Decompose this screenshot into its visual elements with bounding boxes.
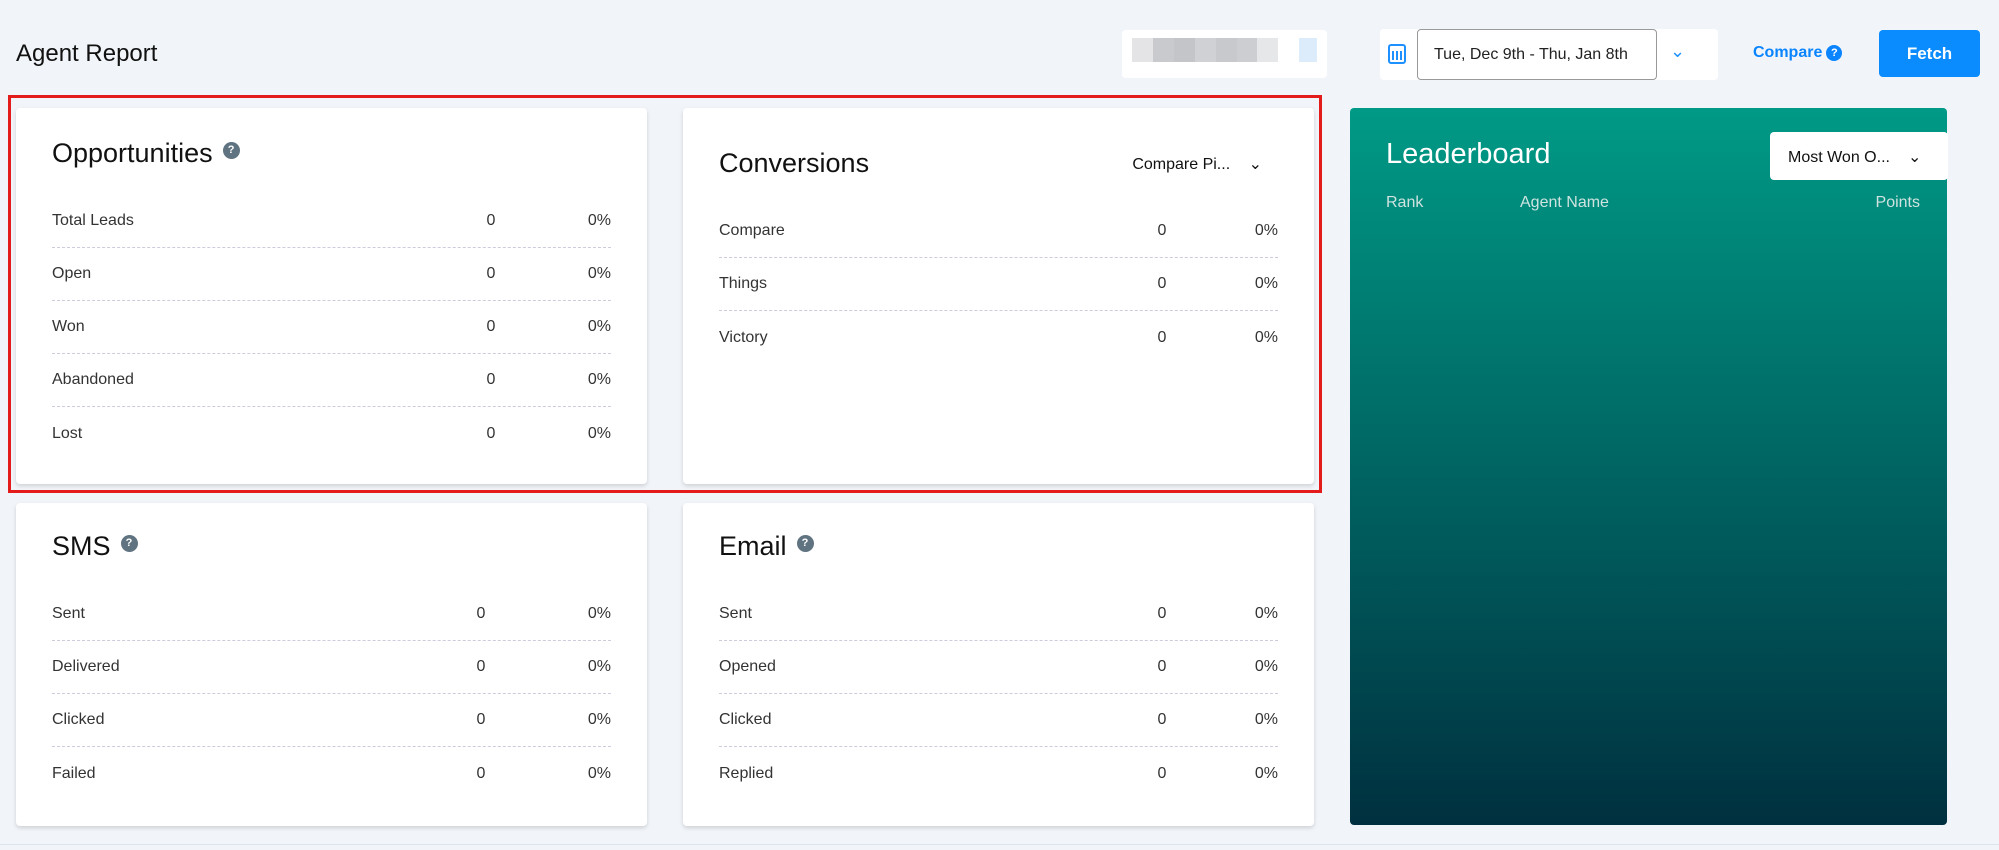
chevron-down-icon[interactable]: ⌄ [1670,41,1686,61]
fetch-button[interactable]: Fetch [1879,30,1980,77]
stat-row: Sent 0 0% [52,588,611,641]
stat-count: 0 [486,265,496,282]
stat-count: 0 [1157,711,1167,728]
stat-label: Failed [52,764,96,782]
select-value: Most Won O... [1788,149,1890,166]
stat-row: Things 0 0% [719,258,1278,311]
stat-label: Things [719,275,768,292]
chevron-down-icon: ⌄ [1248,156,1262,173]
card-title: Opportunities [52,138,213,168]
stat-percent: 0% [587,318,611,335]
compare-link[interactable]: Compare? [1753,44,1843,62]
column-agent-name: Agent Name [1520,194,1609,211]
stat-row: Compare 0 0% [719,205,1278,258]
stat-row: Clicked 0 0% [52,694,611,747]
stat-percent: 0% [587,212,611,229]
stat-label: Clicked [52,711,105,728]
stat-percent: 0% [1254,222,1278,239]
stat-label: Clicked [719,711,772,728]
stat-percent: 0% [587,605,611,622]
column-points: Points [1875,194,1920,211]
stat-row: Replied 0 0% [719,747,1278,800]
stat-row: Total Leads 0 0% [52,195,611,248]
stat-row: Won 0 0% [52,301,611,354]
email-card: Email? Sent 0 0% Opened 0 0% Clicked 0 0% Replied… [683,503,1314,826]
stat-percent: 0% [587,371,611,388]
card-title: Conversions [719,148,870,178]
stat-count: 0 [1157,275,1167,292]
stat-row: Lost 0 0% [52,407,611,460]
stat-label: Total Leads [52,212,134,229]
sms-card: SMS? Sent 0 0% Delivered 0 0% Clicked 0 0% Failed… [16,503,647,826]
stat-count: 0 [1157,222,1167,239]
help-icon[interactable]: ? [222,142,240,159]
chevron-down-icon: ⌄ [1907,149,1922,166]
page-title: Agent Report [16,40,158,67]
card-title: Email [719,531,787,561]
stat-label: Sent [52,605,85,622]
highlight-box [8,95,1322,493]
stat-label: Replied [719,764,774,782]
stat-percent: 0% [587,658,611,675]
stat-label: Lost [52,424,83,442]
stat-row: Clicked 0 0% [719,694,1278,747]
stat-count: 0 [486,371,496,388]
stat-count: 0 [1157,658,1167,675]
conversions-card: Conversions Compare Pi... ⌄ Compare 0 0% Th… [683,108,1314,484]
stat-percent: 0% [1254,764,1278,782]
date-range-input[interactable]: Tue, Dec 9th - Thu, Jan 8th [1417,29,1657,80]
blurred-selector[interactable] [1122,30,1327,78]
stat-label: Opened [719,658,776,675]
stat-row: Failed 0 0% [52,747,611,800]
stat-count: 0 [476,764,486,782]
compare-label: Compare [1753,44,1823,61]
stat-row: Opened 0 0% [719,641,1278,694]
stat-row: Delivered 0 0% [52,641,611,694]
stat-row: Abandoned 0 0% [52,354,611,407]
stat-label: Compare [719,222,785,239]
stat-label: Won [52,318,85,335]
stat-percent: 0% [1254,328,1278,346]
date-range-picker[interactable]: Tue, Dec 9th - Thu, Jan 8th ⌄ [1380,29,1718,80]
stat-count: 0 [486,318,496,335]
opportunities-card: Opportunities? Total Leads 0 0% Open 0 0% Won 0… [16,108,647,484]
column-rank: Rank [1386,194,1424,211]
leaderboard-sort-select[interactable]: Most Won O... ⌄ [1770,132,1948,180]
select-value: Compare Pi... [1132,156,1231,173]
help-icon[interactable]: ? [1826,45,1843,61]
stat-label: Abandoned [52,371,134,388]
stat-count: 0 [1157,764,1167,782]
divider [0,844,1999,845]
conversions-select[interactable]: Compare Pi... ⌄ [1132,154,1262,174]
stat-percent: 0% [587,265,611,282]
stat-percent: 0% [1254,711,1278,728]
stat-count: 0 [476,711,486,728]
stat-percent: 0% [587,424,611,442]
stat-label: Open [52,265,92,282]
leaderboard-title: Leaderboard [1386,138,1551,170]
stat-label: Delivered [52,658,120,675]
stat-row: Sent 0 0% [719,588,1278,641]
stat-count: 0 [486,424,496,442]
stat-percent: 0% [1254,658,1278,675]
stat-label: Victory [719,328,768,346]
stat-count: 0 [486,212,496,229]
stat-count: 0 [476,658,486,675]
stat-percent: 0% [587,711,611,728]
stat-row: Victory 0 0% [719,311,1278,364]
stat-count: 0 [476,605,486,622]
calendar-icon [1388,44,1406,64]
card-title: SMS [52,531,111,561]
stat-label: Sent [719,605,752,622]
stat-row: Open 0 0% [52,248,611,301]
stat-percent: 0% [1254,605,1278,622]
stat-count: 0 [1157,328,1167,346]
stat-count: 0 [1157,605,1167,622]
stat-percent: 0% [587,764,611,782]
stat-percent: 0% [1254,275,1278,292]
leaderboard-panel: Leaderboard Most Won O... ⌄ Rank Agent Na… [1350,108,1948,825]
help-icon[interactable]: ? [796,535,814,552]
help-icon[interactable]: ? [120,535,138,552]
